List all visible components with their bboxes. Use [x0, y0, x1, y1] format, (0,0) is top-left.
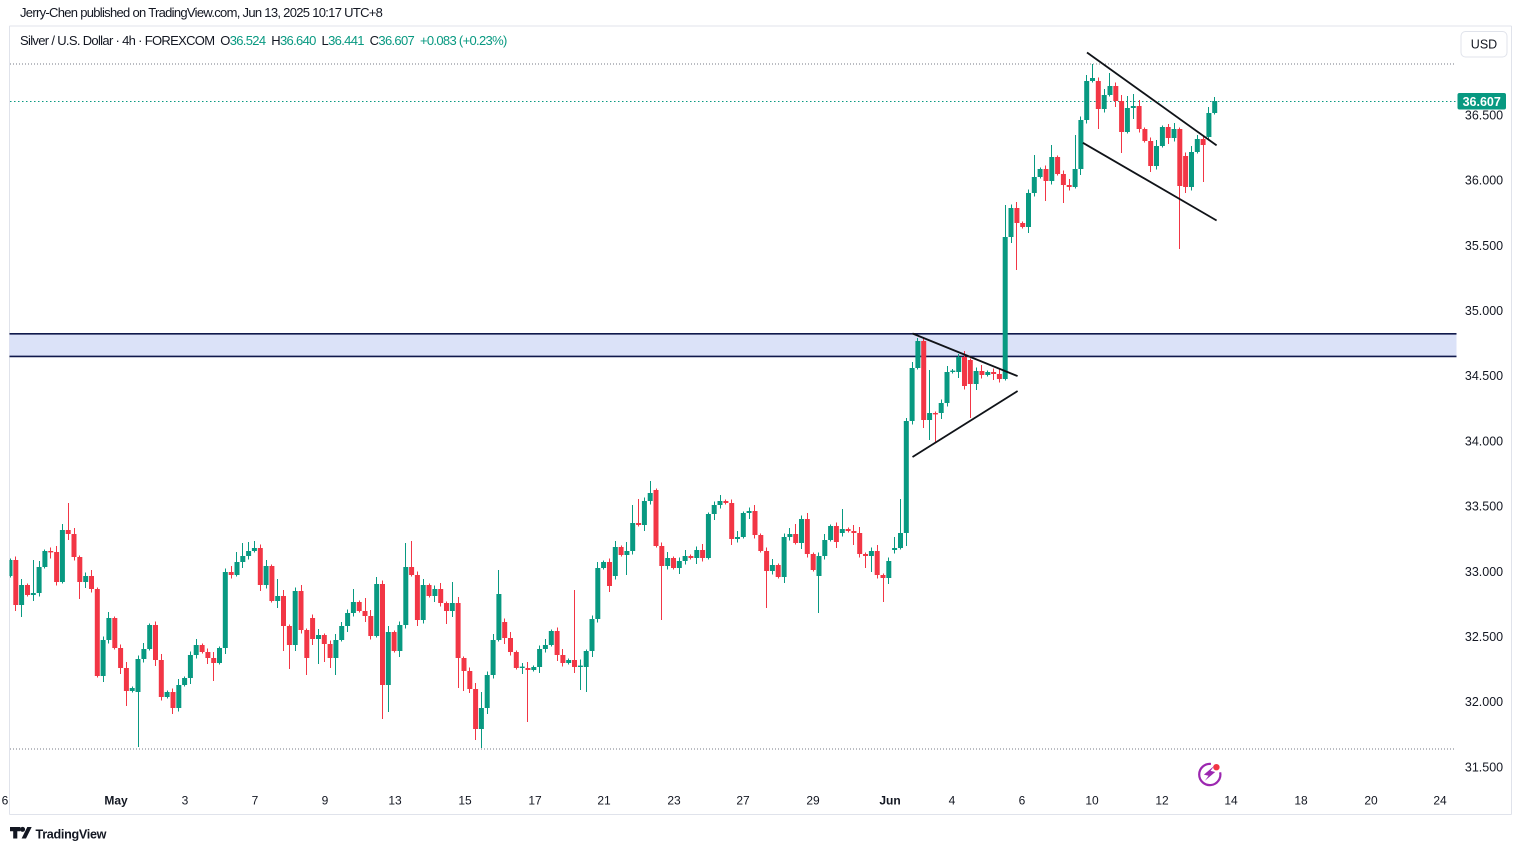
svg-text:9: 9: [322, 794, 329, 808]
svg-text:34.000: 34.000: [1465, 434, 1503, 448]
svg-text:27: 27: [736, 794, 750, 808]
svg-text:14: 14: [1224, 794, 1238, 808]
svg-text:4: 4: [949, 794, 956, 808]
svg-text:3: 3: [182, 794, 189, 808]
svg-text:May: May: [104, 794, 128, 808]
svg-text:USD: USD: [1471, 38, 1497, 52]
svg-text:36.607: 36.607: [1463, 95, 1501, 109]
svg-text:12: 12: [1155, 794, 1169, 808]
svg-text:36.500: 36.500: [1465, 108, 1503, 122]
svg-text:Jun: Jun: [879, 794, 900, 808]
svg-text:32.000: 32.000: [1465, 695, 1503, 709]
svg-text:6: 6: [1019, 794, 1026, 808]
svg-text:13: 13: [388, 794, 402, 808]
svg-text:21: 21: [597, 794, 611, 808]
svg-text:33.500: 33.500: [1465, 500, 1503, 514]
svg-text:18: 18: [1294, 794, 1308, 808]
svg-text:TradingView: TradingView: [36, 828, 107, 842]
svg-text:31.500: 31.500: [1465, 760, 1503, 774]
svg-text:23: 23: [667, 794, 681, 808]
svg-text:17: 17: [528, 794, 542, 808]
svg-text:35.500: 35.500: [1465, 239, 1503, 253]
svg-text:34.500: 34.500: [1465, 369, 1503, 383]
svg-text:33.000: 33.000: [1465, 565, 1503, 579]
svg-text:36.000: 36.000: [1465, 174, 1503, 188]
svg-text:7: 7: [252, 794, 259, 808]
svg-text:32.500: 32.500: [1465, 630, 1503, 644]
svg-text:20: 20: [1364, 794, 1378, 808]
svg-text:29: 29: [806, 794, 820, 808]
svg-text:6: 6: [2, 794, 9, 808]
svg-text:10: 10: [1085, 794, 1099, 808]
svg-text:15: 15: [458, 794, 472, 808]
svg-text:35.000: 35.000: [1465, 304, 1503, 318]
svg-text:24: 24: [1433, 794, 1447, 808]
